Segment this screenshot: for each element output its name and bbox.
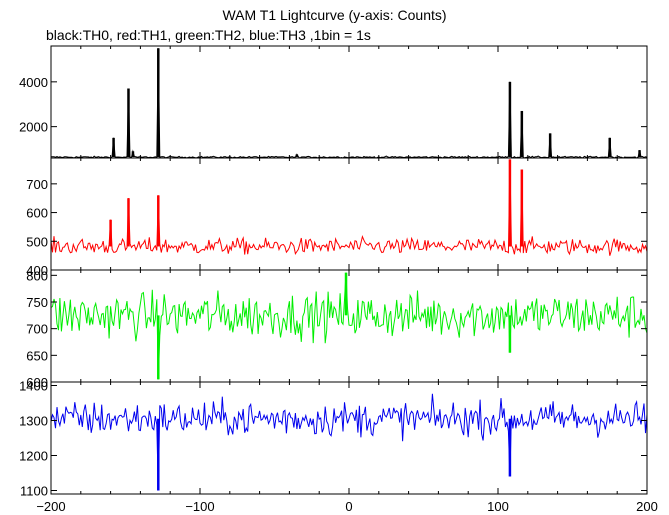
ytick-label-th2-1: 650 <box>26 348 48 363</box>
xtick-label-3: 100 <box>487 499 509 514</box>
ytick-label-th3-2: 1300 <box>19 414 48 429</box>
xtick-label-4: 200 <box>636 499 658 514</box>
panel-frame-th2 <box>50 269 648 383</box>
series-th0 <box>51 48 647 158</box>
series-th2 <box>51 272 647 380</box>
xtick-label-1: −100 <box>185 499 214 514</box>
ytick-label-th2-3: 750 <box>26 295 48 310</box>
series-th1 <box>51 159 647 256</box>
ytick-label-th1-3: 700 <box>26 177 48 192</box>
ytick-label-th1-1: 500 <box>26 234 48 249</box>
ytick-label-th0-0: 2000 <box>19 120 48 135</box>
panel-frame-th1 <box>50 157 648 271</box>
ytick-label-th1-0: 400 <box>26 263 48 278</box>
ytick-label-th3-0: 1100 <box>20 484 48 499</box>
ytick-label-th2-2: 700 <box>26 322 48 337</box>
chart-subtitle: black:TH0, red:TH1, green:TH2, blue:TH3 … <box>46 27 371 43</box>
xtick-label-0: −200 <box>36 499 65 514</box>
series-th3 <box>51 393 647 491</box>
xtick-label-2: 0 <box>345 499 352 514</box>
ytick-label-th2-4: 800 <box>26 268 48 283</box>
ytick-label-th1-2: 600 <box>26 206 48 221</box>
panel-frame-th0 <box>50 45 648 159</box>
chart-title: WAM T1 Lightcurve (y-axis: Counts) <box>222 7 447 23</box>
ytick-label-th3-1: 1200 <box>19 449 48 464</box>
ytick-label-th2-0: 600 <box>26 375 48 390</box>
ytick-label-th0-1: 4000 <box>19 75 48 90</box>
panel-frame-th3 <box>50 381 648 495</box>
ytick-label-th3-3: 1400 <box>19 379 48 394</box>
